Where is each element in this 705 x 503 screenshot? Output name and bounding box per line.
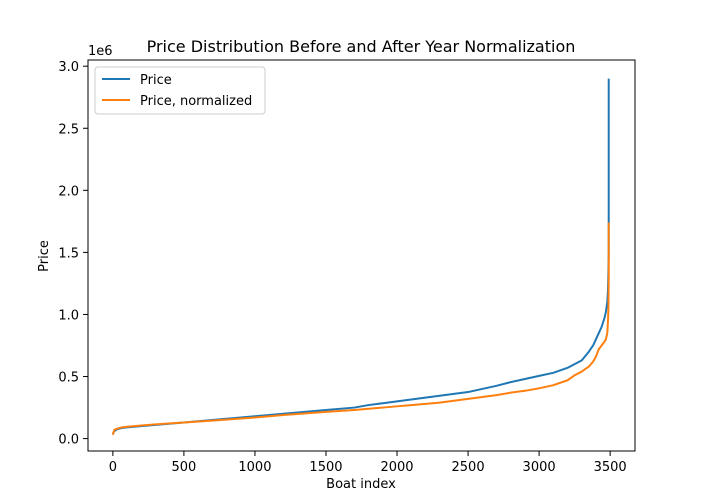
legend-label-price: Price <box>140 73 172 88</box>
x-axis-label: Boat index <box>326 477 396 492</box>
x-tick-label: 2000 <box>380 460 413 475</box>
y-tick-label: 2.5 <box>58 122 79 137</box>
x-tick-label: 500 <box>171 460 196 475</box>
x-tick-label: 0 <box>109 460 117 475</box>
y-tick-label: 2.0 <box>58 184 79 199</box>
chart-title: Price Distribution Before and After Year… <box>147 37 576 56</box>
y-tick-label: 1.0 <box>58 308 79 323</box>
y-axis-label: Price <box>37 240 52 272</box>
legend-box <box>94 66 266 115</box>
y-offset-label: 1e6 <box>88 44 113 59</box>
y-tick-label: 1.5 <box>58 246 79 261</box>
y-tick-label: 0.0 <box>58 433 79 448</box>
y-axis: 0.0 0.5 1.0 1.5 2.0 2.5 3.0 <box>58 60 88 448</box>
x-axis: 0 500 1000 1500 2000 2500 3000 3500 <box>109 451 627 475</box>
y-tick-label: 0.5 <box>58 371 79 386</box>
legend: Price Price, normalized <box>94 66 266 115</box>
series-layer <box>111 78 610 436</box>
x-tick-label: 1000 <box>238 460 271 475</box>
plot-area <box>87 59 636 452</box>
axes-frame <box>87 59 636 452</box>
x-tick-label: 1500 <box>309 460 342 475</box>
x-tick-label: 2500 <box>452 460 485 475</box>
legend-label-price-normalized: Price, normalized <box>140 94 252 109</box>
x-tick-label: 3000 <box>523 460 556 475</box>
series-line-price-normalized <box>111 222 610 436</box>
x-tick-label: 3500 <box>594 460 627 475</box>
y-tick-label: 3.0 <box>58 60 79 75</box>
